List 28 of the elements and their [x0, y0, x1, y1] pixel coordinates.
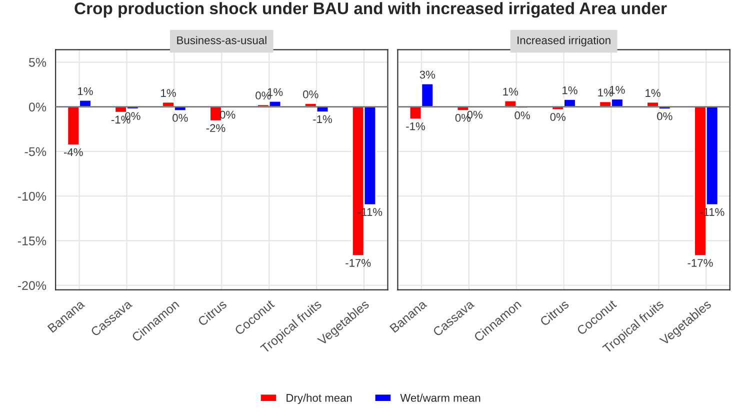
data-label: -4% — [64, 148, 83, 156]
y-tick-label: 5% — [28, 58, 46, 67]
data-label: -1% — [313, 115, 332, 124]
y-tick-label: -20% — [18, 281, 46, 290]
data-label: -2% — [206, 124, 226, 132]
data-label: -17% — [346, 259, 371, 267]
legend-label: Wet/warm mean — [400, 394, 480, 402]
data-label: 1% — [78, 87, 93, 96]
data-label: 1% — [646, 89, 660, 97]
data-label: 0% — [550, 113, 566, 121]
data-label: -17% — [688, 259, 713, 267]
y-tick-label: -10% — [18, 192, 46, 201]
data-label: 1% — [562, 86, 578, 94]
chart-title: Crop production shock under BAU and with increased irrigated Area under — [74, 2, 667, 18]
data-label: -1% — [406, 122, 425, 130]
data-label: 1% — [503, 88, 518, 96]
data-label: 0% — [172, 114, 188, 122]
chart-subtitle: Business-as-usual — [177, 36, 266, 44]
data-label: 1% — [161, 89, 176, 97]
y-tick-label: -15% — [18, 236, 46, 246]
legend-label: Dry/hot mean — [286, 394, 352, 404]
data-label: 3% — [420, 70, 436, 79]
data-label: 0% — [514, 111, 530, 120]
chart-subtitle: Increased irrigation — [518, 36, 610, 46]
y-tick-label: -5% — [24, 147, 46, 156]
data-label: 0% — [303, 90, 318, 98]
data-label: 0% — [657, 112, 672, 120]
y-tick-label: 0% — [28, 102, 46, 112]
